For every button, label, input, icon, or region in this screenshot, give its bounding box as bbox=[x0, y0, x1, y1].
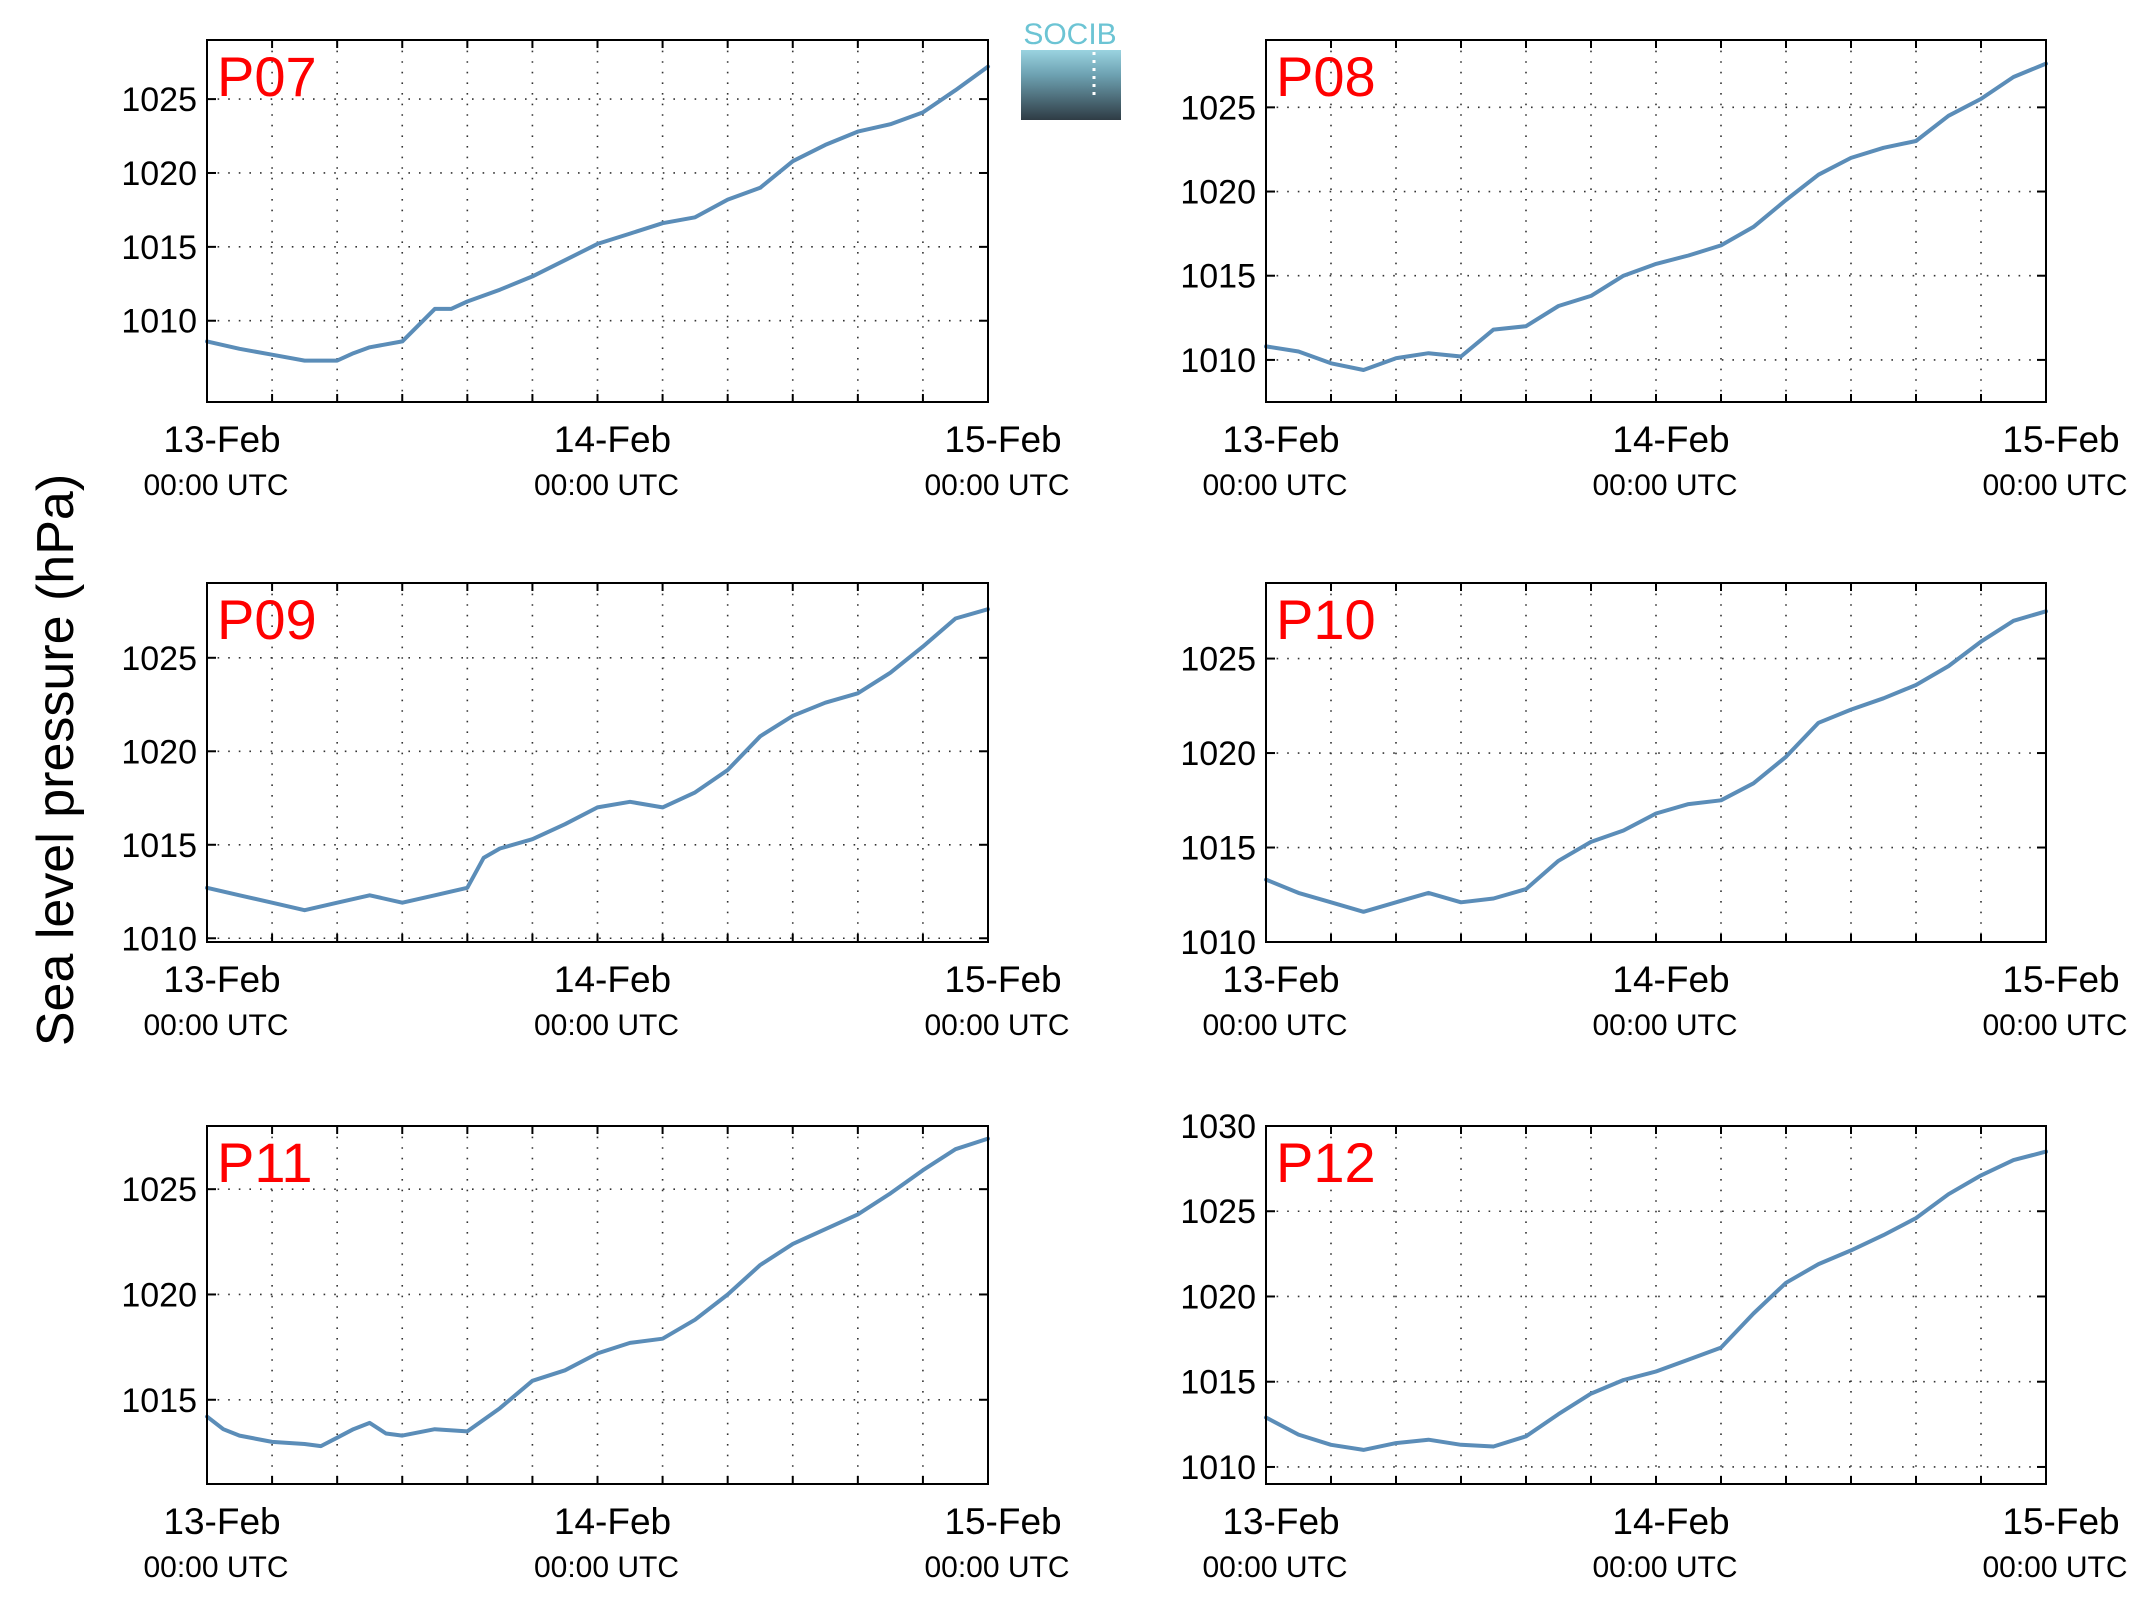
x-tick-label: 14-Feb bbox=[554, 1501, 671, 1542]
y-tick-label: 1010 bbox=[121, 303, 197, 341]
x-tick-sublabel: 00:00 UTC bbox=[143, 469, 288, 502]
y-tick-label: 1010 bbox=[1180, 1449, 1256, 1487]
y-tick-label: 1020 bbox=[1180, 1278, 1256, 1316]
socib-logo: SOCIB bbox=[1021, 18, 1121, 120]
x-tick-sublabel: 00:00 UTC bbox=[924, 1009, 1069, 1042]
y-axis-label: Sea level pressure (hPa) bbox=[27, 474, 85, 1046]
series-line bbox=[1264, 61, 2048, 372]
y-tick-label: 1030 bbox=[1180, 1108, 1256, 1146]
y-tick-label: 1015 bbox=[1180, 1364, 1256, 1402]
y-tick-label: 1015 bbox=[121, 229, 197, 267]
x-tick-sublabel: 00:00 UTC bbox=[1202, 469, 1347, 502]
x-tick-label: 15-Feb bbox=[944, 419, 1061, 460]
x-tick-label: 13-Feb bbox=[1222, 1501, 1339, 1542]
x-tick-sublabel: 00:00 UTC bbox=[1982, 469, 2127, 502]
panel-p12: 1010 1015 1020 1025 1030 13-Feb 00:00 UTC 14-Fe… bbox=[1180, 1108, 2127, 1584]
x-tick-label: 13-Feb bbox=[1222, 419, 1339, 460]
panel-title: P12 bbox=[1276, 1131, 1376, 1194]
x-tick-label: 14-Feb bbox=[554, 959, 671, 1000]
panel-title: P08 bbox=[1276, 45, 1376, 108]
panel-title: P11 bbox=[217, 1131, 312, 1194]
x-tick-label: 15-Feb bbox=[2002, 1501, 2119, 1542]
panels: 1010 1015 1020 1025 13-Feb 00:00 UTC 14-Feb 00:… bbox=[121, 39, 2128, 1584]
y-tick-label: 1020 bbox=[121, 1276, 197, 1314]
x-tick-sublabel: 00:00 UTC bbox=[924, 1551, 1069, 1584]
y-tick-label: 1020 bbox=[1180, 174, 1256, 212]
x-tick-label: 14-Feb bbox=[1612, 1501, 1729, 1542]
panel-p10: 1010 1015 1020 1025 13-Feb 00:00 UTC 14-Feb 00:… bbox=[1180, 582, 2128, 1042]
x-tick-label: 15-Feb bbox=[2002, 419, 2119, 460]
panel-p08: 1010 1015 1020 1025 13-Feb 00:00 UTC 14-Feb 00:… bbox=[1180, 39, 2128, 502]
x-tick-label: 13-Feb bbox=[163, 419, 280, 460]
x-tick-label: 15-Feb bbox=[944, 1501, 1061, 1542]
series-line bbox=[1264, 1149, 2048, 1452]
panel-title: P10 bbox=[1276, 588, 1376, 651]
y-tick-label: 1010 bbox=[1180, 924, 1256, 962]
x-tick-label: 15-Feb bbox=[2002, 959, 2119, 1000]
y-tick-label: 1015 bbox=[121, 1382, 197, 1420]
x-tick-label: 14-Feb bbox=[554, 419, 671, 460]
x-tick-sublabel: 00:00 UTC bbox=[924, 469, 1069, 502]
x-tick-label: 13-Feb bbox=[1222, 959, 1339, 1000]
y-tick-label: 1025 bbox=[121, 640, 197, 678]
x-tick-label: 15-Feb bbox=[944, 959, 1061, 1000]
y-tick-label: 1025 bbox=[1180, 89, 1256, 127]
x-tick-sublabel: 00:00 UTC bbox=[143, 1009, 288, 1042]
panel-title: P07 bbox=[217, 45, 317, 108]
x-tick-sublabel: 00:00 UTC bbox=[534, 1551, 679, 1584]
x-tick-sublabel: 00:00 UTC bbox=[1592, 469, 1737, 502]
x-tick-label: 13-Feb bbox=[163, 1501, 280, 1542]
y-tick-label: 1020 bbox=[121, 733, 197, 771]
y-tick-label: 1010 bbox=[1180, 342, 1256, 380]
x-tick-sublabel: 00:00 UTC bbox=[1592, 1551, 1737, 1584]
series-line bbox=[205, 1136, 990, 1449]
y-tick-label: 1020 bbox=[121, 155, 197, 193]
y-tick-label: 1015 bbox=[1180, 830, 1256, 868]
y-tick-label: 1015 bbox=[121, 827, 197, 865]
x-tick-sublabel: 00:00 UTC bbox=[1202, 1009, 1347, 1042]
x-tick-sublabel: 00:00 UTC bbox=[534, 1009, 679, 1042]
x-tick-sublabel: 00:00 UTC bbox=[143, 1551, 288, 1584]
logo-text: SOCIB bbox=[1023, 18, 1116, 51]
x-tick-sublabel: 00:00 UTC bbox=[534, 469, 679, 502]
x-tick-sublabel: 00:00 UTC bbox=[1982, 1009, 2127, 1042]
x-tick-sublabel: 00:00 UTC bbox=[1982, 1551, 2127, 1584]
y-tick-label: 1025 bbox=[1180, 1193, 1256, 1231]
y-tick-label: 1010 bbox=[121, 920, 197, 958]
y-tick-label: 1025 bbox=[121, 1171, 197, 1209]
panel-p07: 1010 1015 1020 1025 13-Feb 00:00 UTC 14-Feb 00:… bbox=[121, 39, 1070, 502]
x-tick-label: 14-Feb bbox=[1612, 419, 1729, 460]
panel-p11: 1015 1020 1025 13-Feb 00:00 UTC 14-Feb 00:00 U… bbox=[121, 1125, 1070, 1584]
x-tick-label: 14-Feb bbox=[1612, 959, 1729, 1000]
panel-title: P09 bbox=[217, 588, 317, 651]
y-tick-label: 1025 bbox=[1180, 641, 1256, 679]
y-tick-label: 1015 bbox=[1180, 258, 1256, 296]
x-tick-sublabel: 00:00 UTC bbox=[1202, 1551, 1347, 1584]
y-tick-label: 1025 bbox=[121, 81, 197, 119]
series-line bbox=[205, 607, 990, 913]
logo-block bbox=[1021, 50, 1121, 120]
x-tick-label: 13-Feb bbox=[163, 959, 280, 1000]
series-line bbox=[205, 64, 990, 363]
x-tick-sublabel: 00:00 UTC bbox=[1592, 1009, 1737, 1042]
panel-p09: 1010 1015 1020 1025 13-Feb 00:00 UTC 14-Feb 00:… bbox=[121, 582, 1070, 1042]
y-tick-label: 1020 bbox=[1180, 735, 1256, 773]
series-line bbox=[1264, 609, 2048, 914]
